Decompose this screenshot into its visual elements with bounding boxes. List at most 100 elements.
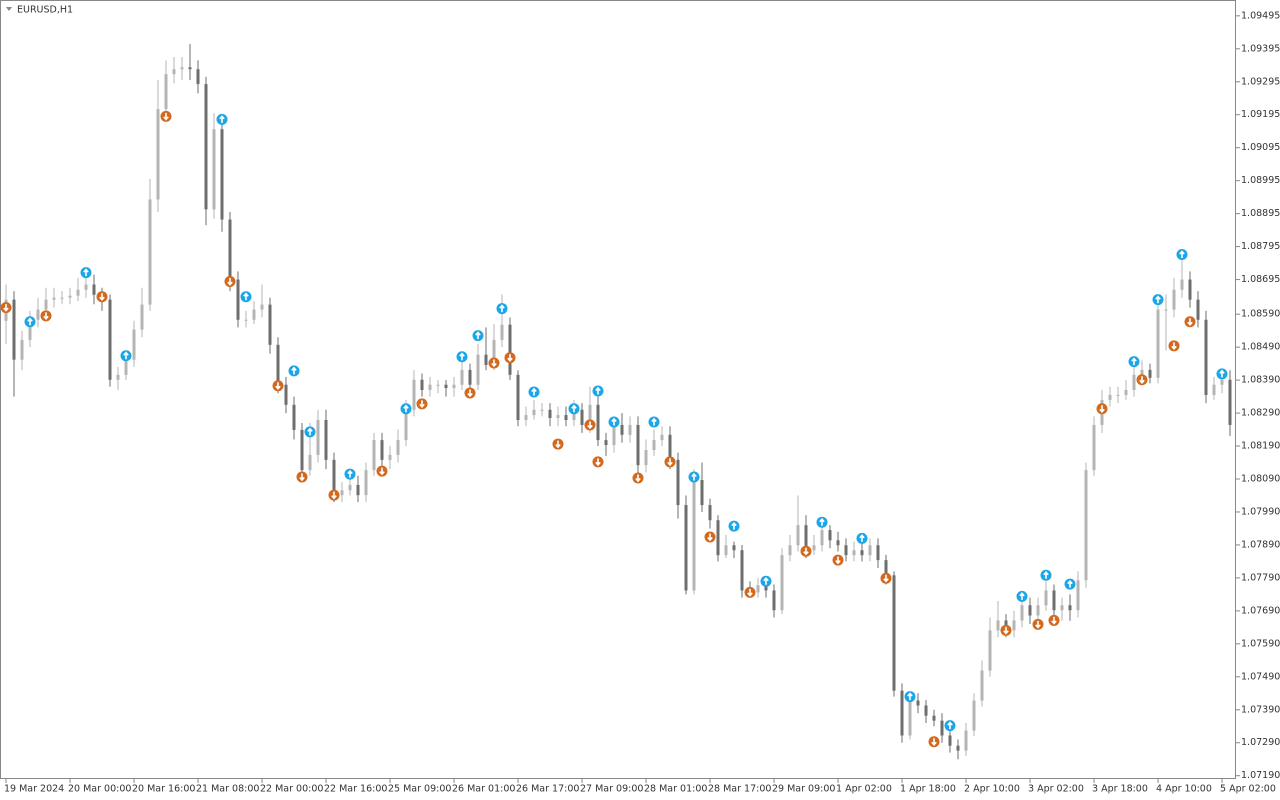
candle-body	[1116, 394, 1120, 396]
candle-body	[380, 440, 384, 460]
signal-arrow	[763, 576, 769, 585]
candle-body	[348, 484, 352, 491]
signal-arrow	[219, 115, 225, 123]
candle-body	[1228, 379, 1232, 425]
candle-body	[948, 735, 952, 746]
candle-body	[916, 700, 920, 706]
signal-arrow	[491, 359, 497, 368]
y-tick-label: 1.07890	[1241, 539, 1280, 550]
candle-body	[412, 379, 416, 410]
candle-body	[884, 560, 888, 576]
signal-arrow	[707, 533, 713, 542]
signal-arrow	[931, 738, 937, 746]
y-tick-label: 1.08695	[1241, 274, 1280, 285]
y-tick-label: 1.08190	[1241, 441, 1280, 452]
candle-body	[820, 530, 824, 546]
y-tick-label: 1.07790	[1241, 572, 1280, 583]
candle-body	[524, 415, 528, 420]
signal-arrow	[227, 278, 233, 286]
candle-body	[1164, 309, 1168, 311]
candle-body	[308, 454, 312, 471]
signal-arrow	[531, 387, 537, 396]
signal-arrow	[1155, 295, 1161, 304]
signal-arrow	[27, 317, 33, 326]
signal-arrow	[1179, 250, 1185, 259]
signal-arrow	[507, 354, 513, 362]
x-tick-label: 1 Apr 18:00	[900, 784, 956, 795]
candle-body	[12, 299, 16, 360]
candle-body	[436, 384, 440, 386]
candle-body	[668, 434, 672, 460]
candle-body	[396, 440, 400, 455]
signal-arrow	[595, 386, 601, 395]
candle-body	[740, 550, 744, 591]
y-tick-label: 1.07390	[1241, 704, 1280, 715]
signal-arrow	[1187, 318, 1193, 326]
candle-body	[228, 219, 232, 280]
candle-body	[476, 354, 480, 385]
candle-body	[732, 545, 736, 551]
y-tick-label: 1.07190	[1241, 770, 1280, 781]
y-tick-label: 1.07490	[1241, 671, 1280, 682]
candle-body	[76, 289, 80, 296]
candle-body	[652, 440, 656, 450]
signal-arrow	[819, 517, 825, 526]
candle-body	[1188, 279, 1192, 300]
y-tick-label: 1.08795	[1241, 241, 1280, 252]
signal-arrow	[499, 304, 505, 313]
candle-body	[532, 409, 536, 416]
candle-body	[420, 379, 424, 390]
candle-body	[44, 299, 48, 310]
signal-arrow	[1131, 357, 1137, 366]
candle-body	[508, 324, 512, 375]
signal-arrow	[347, 469, 353, 478]
candle-body	[516, 374, 520, 420]
candle-body	[1124, 390, 1128, 395]
candle-body	[956, 745, 960, 751]
candle-body	[596, 404, 600, 441]
candle-body	[892, 575, 896, 691]
signal-arrow	[1019, 592, 1025, 600]
x-tick-label: 20 Mar 00:00	[68, 784, 131, 795]
chart-title: EURUSD,H1	[17, 5, 73, 16]
candle-body	[612, 424, 616, 446]
candle-body	[908, 700, 912, 736]
candle-body	[988, 630, 992, 671]
candle-body	[220, 129, 224, 220]
candle-body	[340, 490, 344, 496]
candle-body	[796, 525, 800, 546]
candle-body	[316, 419, 320, 455]
signal-arrow	[379, 467, 385, 476]
candle-body	[1156, 309, 1160, 378]
candle-body	[260, 304, 264, 310]
candle-body	[492, 339, 496, 365]
candle-body	[676, 459, 680, 506]
candle-body	[716, 520, 720, 556]
y-tick-label: 1.08995	[1241, 175, 1280, 186]
candle-body	[972, 700, 976, 731]
candle-body	[620, 424, 624, 435]
candle-body	[924, 705, 928, 716]
candle-body	[980, 670, 984, 701]
candle-body	[756, 585, 760, 593]
candle-body	[60, 297, 64, 299]
candle-body	[92, 284, 96, 295]
y-tick-label: 1.07290	[1241, 737, 1280, 748]
signal-arrow	[1099, 405, 1105, 414]
signal-arrow	[1051, 616, 1057, 625]
candle-body	[556, 415, 560, 419]
candle-body	[124, 359, 128, 375]
candle-body	[500, 324, 504, 340]
candle-body	[452, 384, 456, 389]
signal-arrow	[1043, 571, 1049, 579]
signal-arrow	[859, 534, 865, 542]
x-tick-label: 1 Apr 02:00	[836, 784, 892, 795]
signal-arrow	[611, 417, 617, 426]
candle-body	[204, 84, 208, 210]
candle-body	[1052, 590, 1056, 611]
y-tick-label: 1.07690	[1241, 605, 1280, 616]
candle-body	[1140, 369, 1144, 375]
candle-body	[36, 309, 40, 320]
signal-arrow	[467, 389, 473, 398]
candle-body	[132, 329, 136, 360]
